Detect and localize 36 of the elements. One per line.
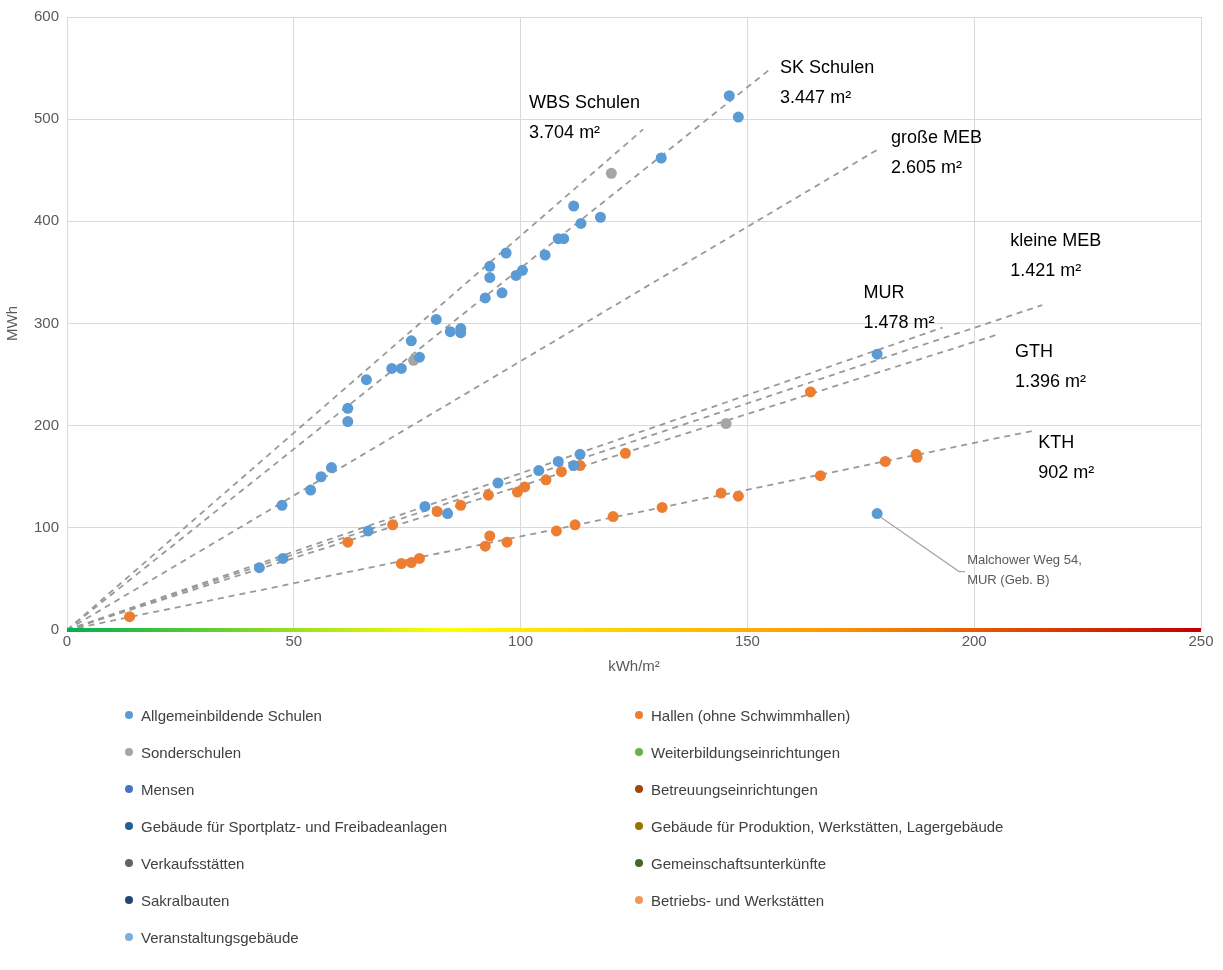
legend-label: Sonderschulen [141, 743, 242, 761]
series-label: GTH 1.396 m² [1014, 340, 1086, 391]
y-tick-label: 0 [50, 620, 60, 638]
legend-label: Sakralbauten [141, 891, 230, 909]
legend-label: Gebäude für Sportplatz- und Freibadeanlagen [141, 817, 448, 835]
series-label: große MEB 2.605 m² [890, 126, 982, 177]
legend-label: Veranstaltungsgebäude [141, 928, 299, 946]
y-tick-label: 500 [34, 109, 60, 127]
legend-label: Verkaufsstätten [141, 854, 245, 872]
series-label: WBS Schulen 3.704 m² [529, 92, 641, 143]
legend-label: Betreuungseinrichtungen [651, 780, 818, 798]
x-tick-label: 100 [508, 632, 534, 650]
y-axis-title: MWh [3, 306, 21, 341]
legend-label: Hallen (ohne Schwimmhallen) [651, 706, 851, 724]
x-tick-label: 50 [285, 632, 303, 650]
legend-label: Betriebs- und Werkstätten [651, 891, 825, 909]
legend-label: Weiterbildungseinrichtungen [651, 743, 841, 761]
annotation: Malchower Weg 54, MUR (Geb. B) [967, 551, 1082, 587]
series-label: MUR 1.478 m² [863, 281, 935, 332]
x-axis-title: kWh/m² [608, 657, 660, 675]
x-tick-label: 0 [62, 632, 72, 650]
x-tick-label: 150 [734, 632, 760, 650]
y-tick-label: 600 [34, 7, 60, 25]
y-tick-label: 100 [34, 517, 60, 535]
legend-label: Allgemeinbildende Schulen [141, 706, 322, 724]
legend-label: Gebäude für Produktion, Werkstätten, Lagergebäude [651, 817, 1004, 835]
legend-label: Mensen [141, 780, 195, 798]
x-tick-label: 250 [1188, 632, 1214, 650]
series-label: kleine MEB 1.421 m² [1010, 230, 1102, 281]
y-tick-label: 400 [34, 211, 60, 229]
legend-label: Gemeinschaftsunterkünfte [651, 854, 827, 872]
y-tick-label: 300 [34, 313, 60, 331]
x-tick-label: 200 [961, 632, 987, 650]
y-tick-label: 200 [34, 415, 60, 433]
series-label: KTH 902 m² [1038, 431, 1095, 482]
series-label: SK Schulen 3.447 m² [780, 57, 875, 108]
